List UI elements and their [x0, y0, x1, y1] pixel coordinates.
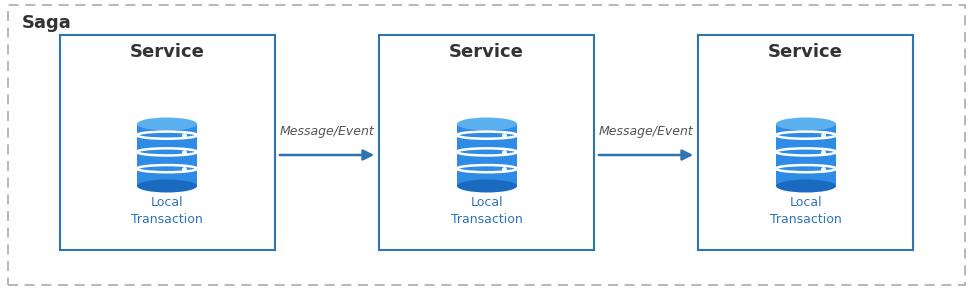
Bar [137, 124, 197, 186]
Ellipse shape [457, 180, 517, 193]
Bar [698, 35, 913, 250]
Bar [457, 124, 517, 186]
Text: Message/Event: Message/Event [598, 125, 694, 138]
Ellipse shape [776, 117, 836, 130]
Text: Saga: Saga [22, 14, 72, 32]
Ellipse shape [137, 117, 197, 130]
Ellipse shape [457, 117, 517, 130]
Text: Service: Service [450, 43, 523, 61]
Text: Service: Service [130, 43, 205, 61]
Ellipse shape [137, 180, 197, 193]
Text: Local
Transaction: Local Transaction [770, 196, 842, 226]
Text: Message/Event: Message/Event [279, 125, 375, 138]
Text: Local
Transaction: Local Transaction [451, 196, 523, 226]
Ellipse shape [776, 180, 836, 193]
Bar [776, 124, 836, 186]
Bar [60, 35, 275, 250]
Text: Service: Service [768, 43, 843, 61]
Text: Local
Transaction: Local Transaction [131, 196, 203, 226]
Bar [379, 35, 594, 250]
